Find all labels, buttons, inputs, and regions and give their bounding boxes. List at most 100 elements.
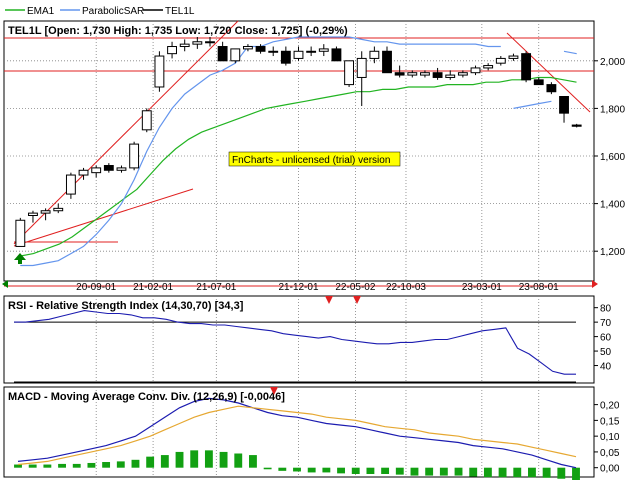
macd-histogram-bar [410,467,419,476]
rsi-axis-label: 40 [600,362,612,373]
candle-body [508,55,519,59]
candle-body [242,46,253,50]
macd-histogram-bar [572,467,580,480]
macd-panel-title: MACD - Moving Average Conv. Div. (12,26,… [8,391,285,403]
macd-histogram-bar [43,464,52,468]
rsi-panel-frame [3,295,595,384]
candle-body [559,96,569,114]
candle-body [432,72,443,78]
x-axis-label: 21-07-01 [196,282,236,293]
candle-body [546,84,557,93]
rsi-axis-label: 80 [600,304,612,315]
macd-histogram-bar [116,461,125,468]
candle-body [28,212,38,216]
candle-body [103,165,114,171]
macd-histogram-bar [28,464,37,468]
macd-histogram-bar [190,450,199,468]
legend-tel-label: TEL1L [165,6,195,17]
right-edge-arrow-icon [592,280,598,288]
rsi-signal-marker-2 [353,296,361,304]
candle-body [420,72,430,76]
candle-body [255,46,266,52]
candle-body [306,50,317,53]
candle-body [521,53,532,81]
parabolic-sar-line-2 [513,100,552,109]
rsi-signal-marker-1 [325,296,333,304]
macd-histogram-bar [469,467,478,477]
candle-body [192,41,203,45]
trend-lines [4,20,594,247]
price-axis-label: 1,600 [600,152,625,163]
macd-histogram-bar [72,463,81,468]
macd-histogram-bar [87,462,96,468]
watermark-box [228,151,401,167]
x-axis-label: 22-10-03 [386,282,426,293]
x-axis: 20-09-01 21-02-01 21-07-01 21-12-01 22-05-02… [76,282,559,293]
candle-body [230,48,241,62]
macd-histogram-bar [513,467,522,478]
macd-histogram-bar [337,467,345,474]
macd-histogram-bar [454,467,463,476]
macd-histogram-bar [381,467,390,474]
uptrend-line-2 [13,188,194,247]
candle-body [217,46,228,62]
macd-histogram-bar [278,467,287,471]
candle-body [356,57,367,78]
macd-histogram-bar [293,467,301,472]
x-axis-label: 23-08-01 [519,282,559,293]
macd-histogram-bar [160,455,169,468]
watermark: FnCharts - unlicensed (trial) version [228,151,401,167]
candle-body [331,48,342,62]
macd-panel: 0,20 0,15 0,10 0,05 0,00 [14,397,620,480]
rsi-axis-label: 60 [600,333,612,344]
macd-histogram-bar [307,467,316,473]
macd-histogram-bar [366,467,375,474]
macd-histogram-bar [351,467,360,474]
macd-histogram-bar [263,467,272,470]
macd-signal-marker [270,387,278,395]
candle-body [495,57,506,64]
macd-panel-frame [3,386,595,478]
candle-body [369,50,380,59]
candle-body [78,169,89,176]
candle-body [407,72,418,76]
rsi-axis-label: 50 [600,347,612,358]
candle-body [179,43,190,48]
macd-histogram-bar [219,451,228,468]
macd-histogram-bar [483,467,492,478]
x-axis-label: 23-03-01 [462,282,502,293]
candle-body [293,50,304,59]
legend: EMA1 ParabolicSAR TEL1L [5,6,195,17]
legend-ema-label: EMA1 [27,6,55,17]
macd-histogram-bar [557,467,566,479]
candle-body [571,124,582,127]
macd-histogram-bar [322,467,331,473]
rsi-panel-title: RSI - Relative Strength Index (14,30,70)… [8,300,244,312]
candle-body [382,50,392,74]
legend-sar-label: ParabolicSAR [82,6,144,17]
macd-histogram-bar [528,467,536,478]
macd-histogram-bar [395,467,404,475]
macd-histogram-bar [14,464,22,468]
downtrend-line [506,32,591,113]
x-axis-label: 21-02-01 [133,282,173,293]
price-axis-label: 1,200 [600,247,625,258]
macd-axis-label: 0,00 [600,464,620,475]
macd-histogram-bar [175,451,184,468]
candle-body [533,79,544,86]
candle-body [394,72,405,76]
watermark-text: FnCharts - unlicensed (trial) version [232,155,390,166]
macd-signal-line [17,405,577,466]
price-axis-label: 2,000 [600,57,625,68]
macd-histogram-bar [249,455,257,468]
candle-body [154,55,165,88]
rsi-axis-label: 70 [600,318,612,329]
candle-body [116,167,127,171]
candlesticks [15,37,582,247]
x-axis-label: 22-05-02 [335,282,375,293]
macd-histogram-bar [542,467,551,478]
x-axis-label: 21-12-01 [278,282,318,293]
rsi-panel: 80 70 60 50 40 [14,304,612,383]
